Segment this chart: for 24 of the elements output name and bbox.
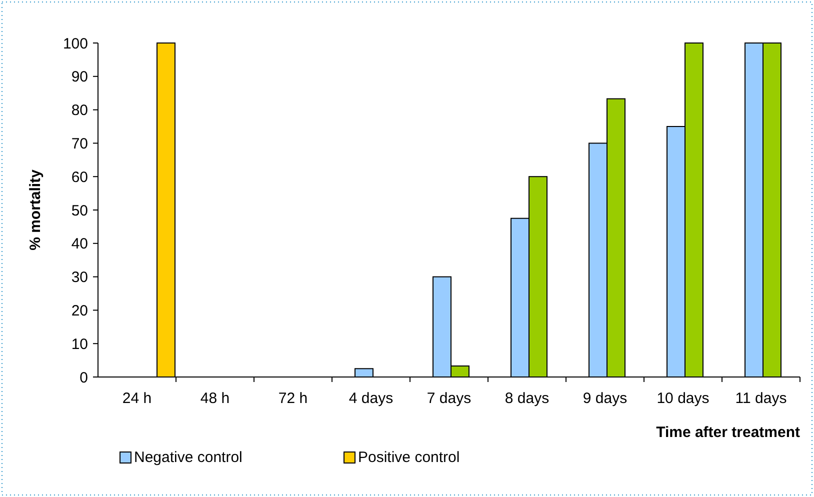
x-axis-title: Time after treatment: [656, 424, 800, 441]
y-tick-label: 100: [62, 35, 88, 52]
legend-label: Negative control: [134, 449, 242, 466]
y-tick-label: 50: [71, 202, 88, 220]
y-tick-label: 40: [71, 236, 88, 253]
y-tick-label: 20: [71, 302, 88, 320]
x-tick-label: 24 h: [122, 390, 152, 407]
x-tick-label: 8 days: [504, 390, 550, 407]
y-tick-label: 90: [71, 68, 88, 86]
y-tick-label: 60: [71, 168, 88, 186]
x-tick-label: 4 days: [348, 390, 394, 407]
legend-label: Positive control: [358, 449, 460, 466]
y-tick-label: 10: [71, 336, 88, 353]
x-tick-label: 48 h: [200, 390, 230, 407]
x-tick-label: 11 days: [735, 390, 787, 407]
x-tick-label: 7 days: [426, 390, 472, 407]
y-tick-label: 80: [71, 102, 88, 120]
y-tick-label: 0: [80, 369, 88, 386]
x-tick-label: 10 days: [656, 390, 710, 407]
x-tick-label: 72 h: [278, 390, 308, 407]
y-axis-title: % mortality: [27, 168, 44, 250]
x-tick-label: 9 days: [582, 390, 628, 407]
y-tick-label: 70: [71, 135, 88, 152]
y-tick-label: 30: [71, 269, 88, 286]
